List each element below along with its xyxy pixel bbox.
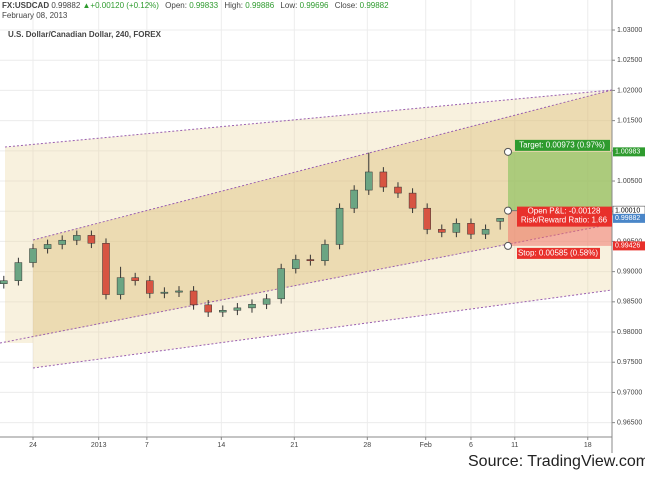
candle-body	[219, 310, 227, 313]
value: 0.99833	[189, 1, 218, 10]
candle-body	[408, 192, 417, 209]
up-arrow: ▲	[83, 1, 91, 10]
candle-body	[58, 239, 66, 245]
price-tag	[613, 213, 645, 223]
date: February 08, 2013	[2, 11, 68, 20]
y-tick-label: 1.01500	[617, 117, 642, 124]
candle-body	[160, 291, 169, 294]
y-tick-label: 0.97500	[617, 359, 642, 366]
label: Close:	[335, 1, 358, 10]
y-tick-label: 0.99000	[617, 268, 642, 275]
candle-body	[438, 229, 446, 233]
value: 0.99882	[360, 1, 389, 10]
price-tag	[613, 147, 645, 157]
candle-body	[423, 207, 431, 230]
x-tick-label: 28	[363, 442, 371, 449]
candle-body	[262, 298, 271, 305]
y-tick-label: 1.02000	[617, 87, 642, 94]
x-tick-label: 21	[290, 442, 298, 449]
candle-body	[306, 259, 315, 262]
handle	[504, 147, 512, 156]
stop-label: Stop: 0.00585 (0.58%)	[518, 249, 598, 258]
price-tag	[613, 241, 645, 251]
channel-line	[4, 89, 613, 148]
x-tick-label: 2013	[91, 442, 107, 449]
source: Source: TradingView.com	[468, 453, 645, 470]
price-tag-label: 0.99882	[615, 215, 640, 222]
candle-body	[350, 189, 358, 209]
change: +0.00120 (+0.12%)	[90, 1, 159, 10]
inner-channel	[33, 90, 612, 337]
candle-body	[189, 290, 198, 306]
channel-line	[32, 289, 613, 369]
pnl-label-bg	[517, 206, 612, 227]
candle-body	[233, 307, 242, 311]
candle-body	[43, 244, 52, 249]
candle-body	[394, 186, 402, 194]
position-tool	[504, 147, 612, 250]
x-tick-label: 14	[217, 442, 225, 449]
candle-body	[452, 223, 461, 233]
target-label-bg	[515, 139, 610, 151]
candle-body	[146, 280, 154, 294]
last: 0.99882	[51, 1, 80, 10]
stop-label-bg	[517, 247, 600, 259]
label: Open:	[165, 1, 187, 10]
candle-body	[14, 262, 23, 281]
candle-body	[321, 244, 329, 262]
candles	[0, 152, 504, 317]
symbol: FX:USDCAD	[2, 1, 49, 10]
y-tick-label: 0.96500	[617, 419, 642, 426]
x-tick-label: 11	[511, 442, 518, 449]
header: FX:USDCAD 0.99882 ▲+0.00120 (+0.12%) Ope…	[2, 1, 389, 10]
value: 0.99696	[300, 1, 329, 10]
candle-body	[335, 207, 344, 245]
y-tick-label: 1.00500	[617, 178, 642, 185]
x-tick-label: 7	[145, 442, 149, 449]
x-tick-label: 18	[584, 442, 592, 449]
candle-body	[102, 242, 110, 295]
y-tick-label: 0.98000	[617, 329, 642, 336]
candle-body	[87, 235, 96, 244]
candle-body	[116, 277, 125, 295]
candle-body	[131, 277, 139, 281]
candle-body	[277, 268, 285, 300]
candle-body	[467, 223, 475, 235]
handle	[504, 241, 512, 250]
label: High:	[224, 1, 243, 10]
candle-body	[292, 259, 300, 269]
candle-body	[379, 171, 388, 188]
candle-body	[248, 303, 256, 309]
price-tag-label: 1.00010	[615, 207, 640, 214]
candle-body	[496, 218, 504, 222]
y-tick-label: 1.02500	[617, 57, 642, 64]
candle-body	[73, 235, 81, 241]
y-tick-label: 0.98500	[617, 299, 642, 306]
rr-label: Risk/Reward Ratio: 1.66	[521, 216, 608, 225]
x-tick-label: 24	[29, 442, 37, 449]
handle	[504, 206, 512, 215]
profit-zone	[508, 151, 612, 211]
outer-channel	[5, 90, 612, 368]
label: Low:	[280, 1, 297, 10]
chart-title: U.S. Dollar/Canadian Dollar, 240, FOREX	[8, 30, 162, 39]
candle-body	[175, 290, 183, 293]
value: 0.99886	[245, 1, 274, 10]
pnl-label: Open P&L: -0.00128	[528, 207, 601, 216]
candle-body	[29, 248, 37, 263]
candle-body	[481, 229, 490, 235]
x-tick-label: 6	[469, 442, 473, 449]
x-tick-label: Feb	[420, 442, 432, 449]
candle-body	[0, 280, 8, 284]
y-tick-label: 1.03000	[617, 27, 642, 34]
price-tag-label: 1.00983	[615, 149, 640, 156]
target-label: Target: 0.00973 (0.97%)	[519, 140, 605, 149]
candle-body	[204, 304, 212, 313]
y-tick-label: 0.97000	[617, 389, 642, 396]
price-tag-label: 0.99426	[615, 243, 640, 250]
candle-body	[365, 171, 373, 191]
